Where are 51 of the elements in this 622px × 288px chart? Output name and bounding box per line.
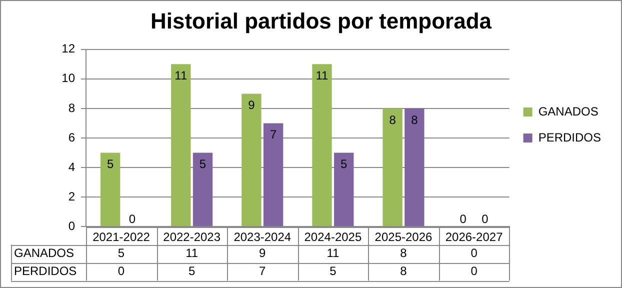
annotation: 5 (199, 157, 206, 172)
annotation: 5 (106, 157, 114, 172)
x-tick-label: 2023-2024 (234, 230, 292, 244)
bar (382, 108, 402, 226)
text: PERDIDOS (14, 264, 77, 278)
annotation: 8 (411, 112, 418, 127)
y-tick-label: 0 (68, 218, 76, 233)
y-tick-label: 12 (62, 42, 76, 56)
data-label: 5 (188, 264, 196, 278)
annotation: 9 (248, 98, 256, 112)
x-tick-label: 2026-2027 (445, 230, 504, 244)
annotation: 5 (340, 157, 348, 172)
bar (192, 152, 213, 226)
annotation: 0 (482, 212, 489, 226)
bar (171, 64, 191, 226)
data-label: 11 (326, 246, 340, 260)
bar (100, 152, 120, 226)
bar (312, 64, 332, 226)
x-tick-label: 2021-2022 (92, 230, 150, 244)
data-label: 8 (400, 246, 408, 260)
x-tick-label: 2024-2025 (304, 230, 362, 244)
bar (334, 152, 354, 226)
bar (404, 108, 424, 226)
annotation: 0 (460, 212, 467, 226)
y-tick-label: 2 (68, 189, 76, 204)
data-label: 9 (259, 246, 266, 260)
annotation: 11 (174, 68, 188, 82)
text: GANADOS (14, 246, 74, 260)
data-label: 7 (259, 264, 266, 278)
bar (242, 94, 262, 226)
data-label: 0 (470, 246, 478, 260)
data-label: 0 (118, 264, 125, 278)
legend-label: PERDIDOS (538, 130, 602, 144)
y-tick-label: 6 (68, 130, 76, 144)
y-tick-label: 10 (62, 71, 76, 86)
chart-title: Historial partidos por temporada (150, 8, 492, 34)
data-label: 5 (118, 246, 125, 260)
annotation: 11 (316, 68, 329, 82)
bar (263, 123, 284, 226)
data-label: 0 (470, 264, 478, 278)
y-tick-label: 8 (68, 100, 76, 115)
annotation: 8 (389, 112, 396, 127)
y-tick-label: 4 (68, 160, 76, 174)
data-label: 5 (330, 264, 337, 278)
data-label: 8 (400, 264, 408, 278)
annotation: 7 (270, 128, 277, 142)
data-label: 11 (186, 246, 198, 260)
annotation: 0 (128, 212, 136, 226)
x-tick-label: 2025-2026 (374, 230, 433, 244)
legend-label: GANADOS (538, 104, 598, 118)
x-tick-label: 2022-2023 (163, 230, 221, 244)
